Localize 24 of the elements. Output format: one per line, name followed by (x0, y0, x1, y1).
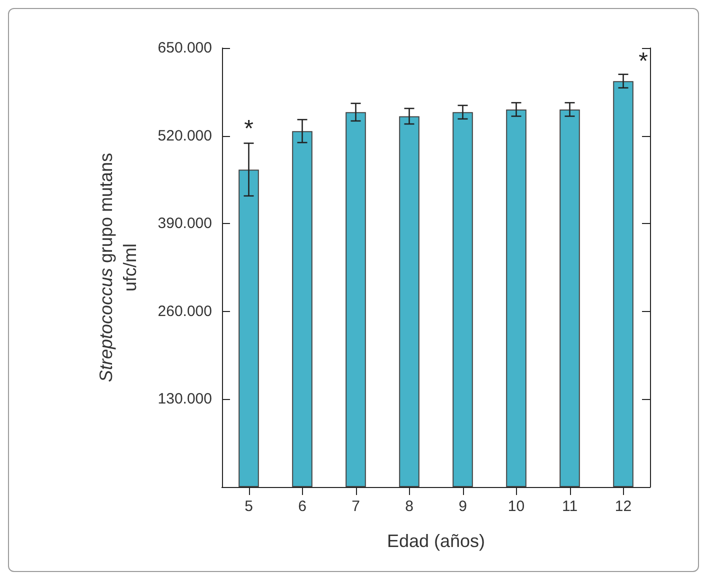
bar (292, 131, 312, 487)
x-tick-label: 11 (562, 498, 578, 515)
annotation: * (638, 48, 648, 76)
annotation: * (244, 116, 254, 143)
bar (613, 81, 634, 487)
x-tick-label: 7 (352, 498, 360, 515)
x-tick-label: 5 (244, 498, 253, 515)
bar (452, 112, 473, 487)
x-axis-title: Edad (años) (386, 531, 486, 551)
bar (346, 112, 366, 487)
y-tick-label: 390.000 (158, 215, 212, 232)
x-tick-label: 12 (614, 498, 632, 515)
bar (238, 170, 259, 487)
x-tick-label: 8 (405, 498, 414, 515)
x-tick-label: 6 (298, 498, 306, 515)
bar (399, 116, 420, 487)
bar (506, 109, 526, 487)
y-tick-label: 130.000 (158, 390, 212, 408)
y-tick-label: 650.000 (158, 40, 212, 56)
y-tick-label: 520.000 (158, 127, 212, 144)
y-tick-label: 260.000 (158, 302, 212, 320)
x-tick-label: 9 (458, 498, 467, 515)
bar (560, 109, 580, 487)
x-tick-label: 10 (508, 498, 525, 515)
